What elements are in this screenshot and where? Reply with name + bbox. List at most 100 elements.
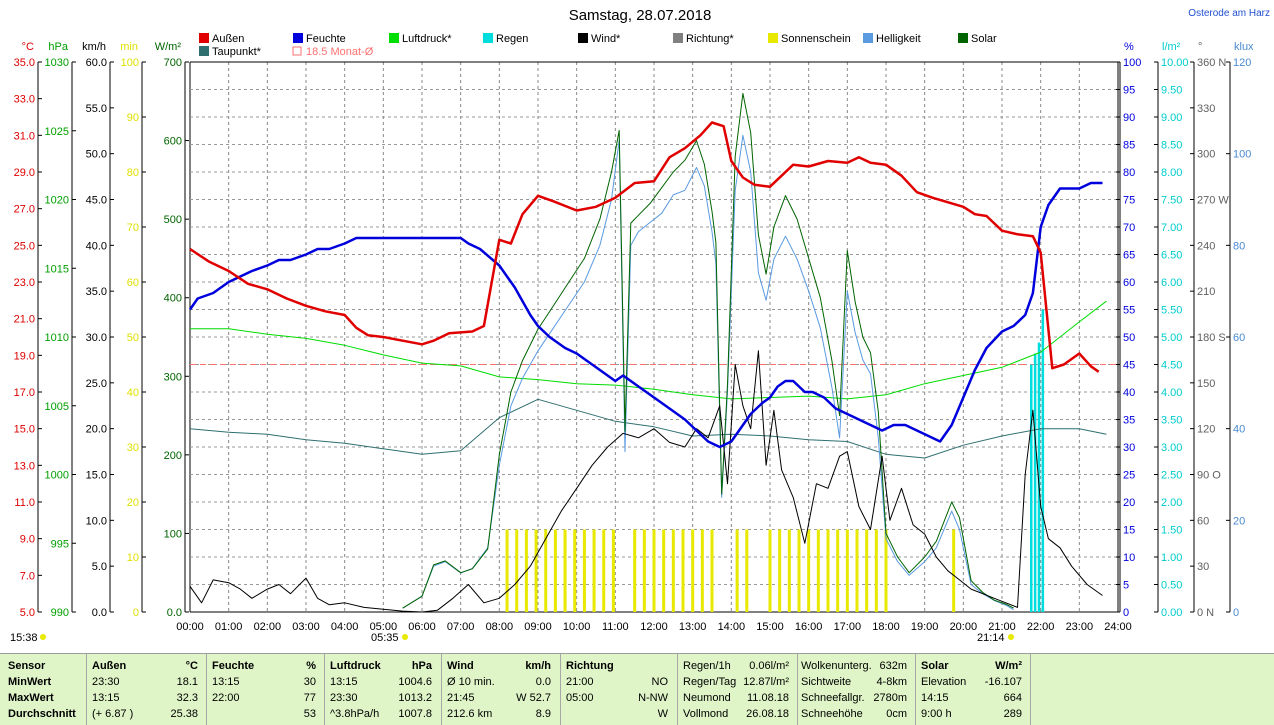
stats-time: 13:15	[212, 676, 240, 688]
axis-tick-label: 9.0	[20, 534, 35, 546]
axis-unit-label: °	[1198, 41, 1202, 53]
stats-row: 13:15 1004.6	[330, 674, 436, 690]
sunshine-bar	[845, 529, 849, 612]
axis-tick-label: 80	[1233, 240, 1245, 252]
legend-label: Solar	[971, 33, 997, 45]
axis-tick-label: 21.0	[14, 314, 35, 326]
legend-label: Richtung*	[686, 33, 734, 45]
stats-row: 23:30 18.1	[92, 674, 202, 690]
axis-tick-label: 0.50	[1161, 580, 1182, 592]
stats-header-row: Luftdruck hPa	[330, 658, 436, 674]
axis-tick-label: 7.0	[20, 570, 35, 582]
axis-tick-label: 19.0	[14, 350, 35, 362]
sunshine-bar	[515, 529, 519, 612]
sunshine-bar	[553, 529, 557, 612]
stats-unit: °C	[185, 660, 198, 672]
divider	[797, 654, 798, 725]
axis-tick-label: 400	[164, 293, 182, 305]
stats-time: 23:30	[92, 676, 120, 688]
stats-time: 21:00	[566, 676, 594, 688]
stats-label: Neumond	[683, 692, 731, 704]
stats-value: 289	[1003, 708, 1022, 720]
stats-header-row: Außen °C	[92, 658, 202, 674]
axis-tick-label: 0 N	[1197, 607, 1214, 619]
sunshine-bar	[855, 529, 859, 612]
axis-tick-label: 80	[127, 167, 139, 179]
sun-icon	[402, 634, 408, 640]
stats-value: 30	[303, 676, 316, 688]
axis-tick-label: 0.00	[1161, 607, 1182, 619]
stats-regen-column: Regen/1h 0.06l/m² Regen/Tag 12.87l/m² Neumon…	[683, 658, 793, 722]
location-label: Osterode am Harz	[1188, 8, 1270, 19]
legend-label: Helligkeit	[876, 33, 921, 45]
x-tick-label: 17:00	[834, 621, 862, 633]
axis-tick-label: 60	[1197, 515, 1209, 527]
axis-tick-label: 30	[127, 442, 139, 454]
legend-label: Wind*	[591, 33, 621, 45]
axis-tick-label: 80	[1123, 167, 1135, 179]
x-tick-label: 09:00	[524, 621, 552, 633]
x-tick-label: 06:00	[408, 621, 436, 633]
axis-tick-label: 4.50	[1161, 360, 1182, 372]
stats-row: Regen/Tag 12.87l/m²	[683, 674, 793, 690]
axis-tick-label: 50.0	[86, 149, 107, 161]
axis-tick-label: 85	[1123, 140, 1135, 152]
axis-tick-label: 6.00	[1161, 277, 1182, 289]
stats-header: Sensor	[8, 660, 46, 672]
stats-row: ^3.8hPa/h 1007.8	[330, 706, 436, 722]
x-tick-label: 21:00	[988, 621, 1016, 633]
axis-tick-label: 100	[164, 528, 182, 540]
axis-tick-label: 100	[1123, 57, 1141, 69]
stats-sensor-column: Sensor MinWert MaxWert Durchschnitt	[8, 658, 84, 722]
stats-value: 1013.2	[398, 692, 432, 704]
axis-tick-label: 20.0	[86, 424, 107, 436]
axis-tick-label: 1000	[45, 470, 69, 482]
axis-tick-label: 45.0	[86, 195, 107, 207]
stats-row: 14:15 664	[921, 690, 1026, 706]
axis-tick-label: 10	[127, 552, 139, 564]
axis-tick-label: 360 N	[1197, 57, 1226, 69]
axis-tick-label: 2.00	[1161, 497, 1182, 509]
axis-tick-label: 5.50	[1161, 305, 1182, 317]
stats-value: 0cm	[886, 708, 907, 720]
x-tick-label: 01:00	[215, 621, 243, 633]
axis-tick-label: 60.0	[86, 57, 107, 69]
axis-tick-label: 15	[1123, 525, 1135, 537]
stats-time: 22:00	[212, 692, 240, 704]
sunshine-bar	[836, 529, 840, 612]
axis-tick-label: 70	[1123, 222, 1135, 234]
stats-label: Schneehöhe	[801, 708, 863, 720]
axis-tick-label: 70	[127, 222, 139, 234]
stats-header: Solar	[921, 660, 949, 672]
stats-time: 05:00	[566, 692, 594, 704]
sunrise-label: 05:35	[371, 632, 399, 644]
legend-swatch	[768, 33, 778, 43]
stats-time: 23:30	[330, 692, 358, 704]
axis-tick-label: 1020	[45, 195, 69, 207]
axis-tick-label: 20	[1233, 515, 1245, 527]
axis-tick-label: 55.0	[86, 103, 107, 115]
axis-tick-label: 8.00	[1161, 167, 1182, 179]
divider	[915, 654, 916, 725]
axis-tick-label: 65	[1123, 250, 1135, 262]
statistics-panel: Sensor MinWert MaxWert Durchschnitt Auße…	[0, 653, 1274, 725]
x-tick-label: 08:00	[486, 621, 514, 633]
axis-tick-label: 1005	[45, 401, 69, 413]
axis-tick-label: 8.50	[1161, 140, 1182, 152]
sunshine-bar	[826, 529, 830, 612]
stats-header: Wind	[447, 660, 474, 672]
stats-value: 664	[1003, 692, 1022, 704]
stats-row: 23:30 1013.2	[330, 690, 436, 706]
legend-label: Regen	[496, 33, 528, 45]
axis-tick-label: 40.0	[86, 240, 107, 252]
axis-unit-label: l/m²	[1162, 41, 1181, 53]
stats-row: 9:00 h 289	[921, 706, 1026, 722]
axis-tick-label: 30.0	[86, 332, 107, 344]
stats-label: Wolkenunterg.	[801, 660, 872, 672]
axis-tick-label: 90	[127, 112, 139, 124]
stats-time: 21:45	[447, 692, 475, 704]
stats-row: (+ 6.87 ) 25.38	[92, 706, 202, 722]
x-tick-label: 13:00	[679, 621, 707, 633]
axis-tick-label: 31.0	[14, 130, 35, 142]
axis-tick-label: 1025	[45, 126, 69, 138]
